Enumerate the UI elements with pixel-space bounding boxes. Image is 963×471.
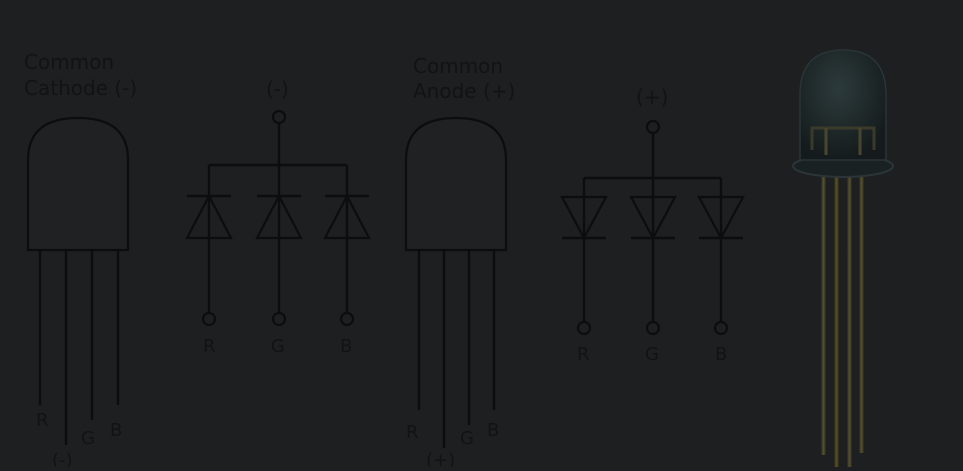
cathode-title-line2: Cathode (-) [24, 76, 137, 100]
cathode-leg-label-r: R [36, 410, 49, 431]
cathode-leg-label-common: (-) [52, 450, 73, 467]
cathode-leg-label-g: G [81, 428, 95, 449]
led-photo-dome [799, 49, 887, 161]
anode-leg-label-r: R [406, 422, 419, 443]
anode-common-terminal [645, 119, 661, 135]
cathode-pin-label-b: B [340, 336, 352, 357]
cathode-leg-label-b: B [110, 420, 122, 441]
anode-pin-label-b: B [715, 344, 727, 365]
anode-common-symbol: (+) [636, 85, 668, 109]
cathode-diode-b [323, 165, 371, 313]
cathode-led-package [26, 116, 130, 252]
anode-diode-b [697, 178, 745, 322]
anode-title-line2: Anode (+) [413, 79, 515, 103]
cathode-common-symbol: (-) [266, 77, 289, 101]
anode-leg-label-b: B [487, 420, 499, 441]
rgb-led-photo [792, 49, 894, 467]
led-photo-leg-4 [859, 168, 864, 453]
led-photo-leg-3 [847, 168, 852, 467]
anode-leg-label-common: (+) [426, 450, 455, 467]
cathode-terminal-g [271, 311, 287, 327]
anode-terminal-b [713, 320, 729, 336]
common-anode-section: Common Anode (+) R (+) G B (+) [404, 54, 745, 471]
anode-terminal-g [645, 320, 661, 336]
cathode-diode-g [255, 165, 303, 313]
cathode-pin-label-r: R [203, 336, 216, 357]
anode-diode-g [629, 178, 677, 322]
cathode-pin-label-g: G [271, 336, 285, 357]
anode-leg-label-g: G [460, 428, 474, 449]
anode-terminal-r [576, 320, 592, 336]
anode-pin-label-r: R [577, 344, 590, 365]
common-cathode-section: Common Cathode (-) R (-) G B (-) [24, 50, 371, 471]
anode-pin-label-g: G [645, 344, 659, 365]
led-photo-leg-1 [821, 168, 826, 455]
cathode-title-line1: Common [24, 50, 114, 74]
anode-diode-r [560, 178, 608, 322]
cathode-common-terminal [271, 109, 287, 125]
anode-title-line1: Common [413, 54, 503, 78]
cathode-diode-r [185, 165, 233, 313]
cathode-terminal-b [339, 311, 355, 327]
led-photo-leg-2 [834, 168, 839, 467]
anode-led-package [404, 116, 508, 252]
cathode-terminal-r [201, 311, 217, 327]
